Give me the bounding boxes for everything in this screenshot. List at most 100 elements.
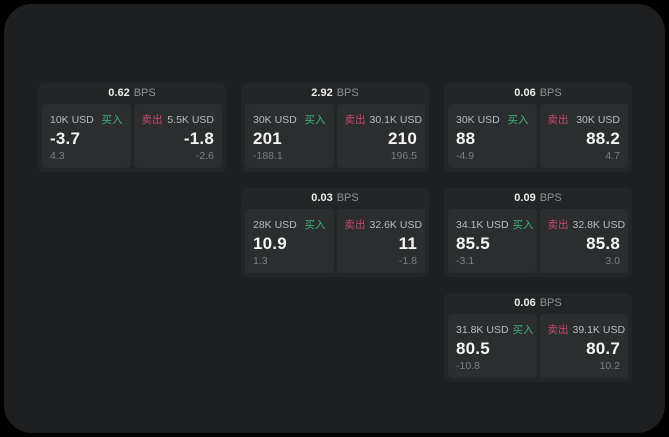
quote-card: 0.06 BPS 30K USD 买入 88 -4.9 卖出 30K USD bbox=[444, 83, 632, 172]
buy-amount: 30K USD bbox=[456, 113, 500, 126]
sell-panel[interactable]: 卖出 30K USD 88.2 4.7 bbox=[539, 104, 628, 168]
sell-tag: 卖出 bbox=[141, 114, 163, 126]
buy-panel[interactable]: 30K USD 买入 88 -4.9 bbox=[448, 104, 537, 168]
sell-sub-value: 4.7 bbox=[605, 150, 620, 162]
panels: 34.1K USD 买入 85.5 -3.1 卖出 32.8K USD 85.8… bbox=[448, 209, 628, 273]
buy-panel-top: 30K USD 买入 bbox=[456, 112, 529, 127]
buy-tag: 买入 bbox=[101, 114, 123, 126]
sell-value: 85.8 bbox=[586, 234, 620, 253]
buy-amount: 34.1K USD bbox=[456, 218, 509, 231]
buy-panel-top: 30K USD 买入 bbox=[253, 112, 326, 127]
sell-panel-top: 卖出 30K USD bbox=[548, 112, 621, 127]
quote-card: 0.62 BPS 10K USD 买入 -3.7 4.3 卖出 5.5K USD bbox=[38, 83, 226, 172]
sell-tag: 卖出 bbox=[547, 114, 569, 126]
quote-cards-grid: 0.62 BPS 10K USD 买入 -3.7 4.3 卖出 5.5K USD bbox=[38, 83, 632, 382]
buy-sub-value: 1.3 bbox=[253, 255, 268, 267]
sell-amount: 30.1K USD bbox=[369, 113, 423, 126]
card-header: 0.03 BPS bbox=[245, 188, 425, 209]
sell-panel[interactable]: 卖出 30.1K USD 210 196.5 bbox=[336, 104, 425, 168]
sell-sub-value: -1.8 bbox=[398, 255, 417, 267]
panels: 30K USD 买入 201 -188.1 卖出 30.1K USD 210 1… bbox=[245, 104, 425, 168]
bps-value: 0.06 bbox=[514, 87, 536, 99]
buy-amount: 28K USD bbox=[253, 218, 297, 231]
card-header: 2.92 BPS bbox=[245, 83, 425, 104]
buy-value: 10.9 bbox=[253, 234, 287, 253]
sell-panel-top: 卖出 32.8K USD bbox=[547, 217, 626, 232]
panels: 30K USD 买入 88 -4.9 卖出 30K USD 88.2 4.7 bbox=[448, 104, 628, 168]
buy-panel[interactable]: 10K USD 买入 -3.7 4.3 bbox=[42, 104, 131, 168]
bps-value: 2.92 bbox=[311, 87, 333, 99]
sell-amount: 5.5K USD bbox=[167, 113, 214, 126]
buy-value: 80.5 bbox=[456, 339, 490, 358]
sell-panel-top: 卖出 32.6K USD bbox=[344, 217, 423, 232]
panels: 10K USD 买入 -3.7 4.3 卖出 5.5K USD -1.8 -2.… bbox=[42, 104, 222, 168]
buy-tag: 买入 bbox=[512, 219, 534, 231]
sell-value: -1.8 bbox=[183, 129, 214, 148]
buy-sub-value: -188.1 bbox=[253, 150, 283, 162]
sell-sub-value: 10.2 bbox=[599, 360, 620, 372]
sell-panel[interactable]: 卖出 32.6K USD 11 -1.8 bbox=[336, 209, 425, 273]
sell-tag: 卖出 bbox=[547, 324, 569, 336]
sell-panel[interactable]: 卖出 39.1K USD 80.7 10.2 bbox=[539, 314, 628, 378]
buy-amount: 31.8K USD bbox=[456, 323, 509, 336]
bps-unit-label: BPS bbox=[336, 192, 359, 204]
sell-tag: 卖出 bbox=[547, 219, 569, 231]
buy-panel[interactable]: 34.1K USD 买入 85.5 -3.1 bbox=[448, 209, 537, 273]
buy-value: 88 bbox=[456, 129, 476, 148]
sell-value: 11 bbox=[398, 234, 417, 253]
sell-panel-top: 卖出 30.1K USD bbox=[344, 112, 423, 127]
sell-panel-top: 卖出 5.5K USD bbox=[142, 112, 215, 127]
quote-card: 0.09 BPS 34.1K USD 买入 85.5 -3.1 卖出 32.8K… bbox=[444, 188, 632, 277]
buy-sub-value: -10.8 bbox=[456, 360, 480, 372]
quote-card: 2.92 BPS 30K USD 买入 201 -188.1 卖出 30.1K … bbox=[241, 83, 429, 172]
panels: 31.8K USD 买入 80.5 -10.8 卖出 39.1K USD 80.… bbox=[448, 314, 628, 378]
panels: 28K USD 买入 10.9 1.3 卖出 32.6K USD 11 -1.8 bbox=[245, 209, 425, 273]
buy-panel[interactable]: 28K USD 买入 10.9 1.3 bbox=[245, 209, 334, 273]
bps-unit-label: BPS bbox=[133, 87, 156, 99]
sell-value: 88.2 bbox=[586, 129, 620, 148]
buy-value: 85.5 bbox=[456, 234, 490, 253]
buy-panel-top: 31.8K USD 买入 bbox=[456, 322, 534, 337]
card-header: 0.06 BPS bbox=[448, 83, 628, 104]
sell-panel[interactable]: 卖出 5.5K USD -1.8 -2.6 bbox=[133, 104, 222, 168]
bps-unit-label: BPS bbox=[539, 297, 562, 309]
buy-panel-top: 28K USD 买入 bbox=[253, 217, 326, 232]
sell-sub-value: 3.0 bbox=[605, 255, 620, 267]
bps-value: 0.62 bbox=[108, 87, 130, 99]
buy-tag: 买入 bbox=[512, 324, 534, 336]
buy-sub-value: 4.3 bbox=[50, 150, 65, 162]
sell-tag: 卖出 bbox=[344, 114, 366, 126]
buy-value: 201 bbox=[253, 129, 282, 148]
buy-panel-top: 34.1K USD 买入 bbox=[456, 217, 534, 232]
bps-value: 0.06 bbox=[514, 297, 536, 309]
sell-tag: 卖出 bbox=[344, 219, 366, 231]
sell-value: 80.7 bbox=[586, 339, 620, 358]
sell-sub-value: 196.5 bbox=[390, 150, 417, 162]
card-header: 0.62 BPS bbox=[42, 83, 222, 104]
buy-panel-top: 10K USD 买入 bbox=[50, 112, 123, 127]
card-header: 0.09 BPS bbox=[448, 188, 628, 209]
buy-tag: 买入 bbox=[304, 219, 326, 231]
quote-card: 0.06 BPS 31.8K USD 买入 80.5 -10.8 卖出 39.1… bbox=[444, 293, 632, 382]
sell-sub-value: -2.6 bbox=[195, 150, 214, 162]
buy-sub-value: -4.9 bbox=[456, 150, 475, 162]
sell-amount: 32.8K USD bbox=[572, 218, 626, 231]
card-header: 0.06 BPS bbox=[448, 293, 628, 314]
buy-panel[interactable]: 30K USD 买入 201 -188.1 bbox=[245, 104, 334, 168]
sell-amount: 32.6K USD bbox=[369, 218, 423, 231]
sell-panel-top: 卖出 39.1K USD bbox=[547, 322, 626, 337]
bps-value: 0.09 bbox=[514, 192, 536, 204]
sell-panel[interactable]: 卖出 32.8K USD 85.8 3.0 bbox=[539, 209, 628, 273]
buy-panel[interactable]: 31.8K USD 买入 80.5 -10.8 bbox=[448, 314, 537, 378]
sell-value: 210 bbox=[388, 129, 417, 148]
bps-unit-label: BPS bbox=[539, 192, 562, 204]
sell-amount: 39.1K USD bbox=[572, 323, 626, 336]
buy-sub-value: -3.1 bbox=[456, 255, 475, 267]
bps-unit-label: BPS bbox=[336, 87, 359, 99]
bps-unit-label: BPS bbox=[539, 87, 562, 99]
app-surface: 0.62 BPS 10K USD 买入 -3.7 4.3 卖出 5.5K USD bbox=[4, 4, 665, 433]
buy-value: -3.7 bbox=[50, 129, 81, 148]
buy-tag: 买入 bbox=[304, 114, 326, 126]
buy-amount: 30K USD bbox=[253, 113, 297, 126]
buy-amount: 10K USD bbox=[50, 113, 94, 126]
